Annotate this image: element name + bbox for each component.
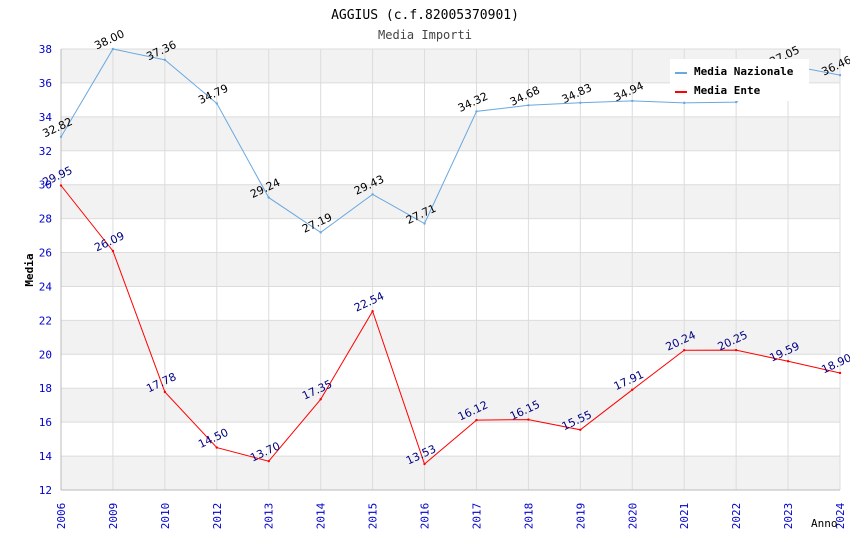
x-tick-label: 2017 [470, 503, 483, 530]
data-point [319, 231, 322, 234]
grid-band [61, 184, 840, 219]
x-tick-label: 2015 [367, 503, 380, 530]
data-point [267, 459, 270, 463]
y-tick-label: 38 [39, 43, 52, 56]
y-tick-label: 18 [39, 382, 52, 395]
x-tick-label: 2021 [678, 503, 691, 530]
x-tick-label: 2016 [419, 503, 432, 530]
data-point [371, 193, 374, 196]
data-point [267, 196, 270, 199]
data-point [423, 222, 426, 225]
y-tick-label: 36 [39, 77, 52, 90]
data-point [579, 101, 582, 104]
chart-title: AGGIUS (c.f.82005370901) [331, 8, 519, 23]
x-tick-label: 2024 [834, 502, 847, 529]
y-tick-label: 26 [39, 247, 52, 260]
chart-subtitle: Media Importi [378, 28, 472, 42]
data-point [734, 348, 738, 352]
x-tick-label: 2022 [730, 503, 743, 530]
data-point [838, 371, 842, 375]
grid-band [61, 388, 840, 423]
x-tick-label: 2023 [782, 503, 795, 530]
grid-band [61, 456, 840, 490]
x-tick-label: 2009 [107, 503, 120, 530]
data-point [475, 418, 478, 422]
data-point [163, 58, 167, 62]
data-point [475, 110, 478, 113]
y-tick-label: 22 [39, 314, 52, 327]
data-point [527, 418, 530, 421]
x-tick-label: 2014 [315, 502, 328, 529]
data-point [371, 310, 374, 313]
data-point [319, 398, 322, 401]
data-point [734, 100, 738, 104]
grid-bands [61, 49, 840, 490]
data-point [215, 102, 218, 105]
x-tick-label: 2020 [626, 503, 639, 530]
data-point [59, 184, 63, 187]
y-tick-label: 12 [39, 484, 52, 497]
data-point [59, 135, 63, 139]
x-tick-label: 2018 [522, 503, 535, 530]
x-tick-label: 2010 [159, 503, 172, 530]
x-tick-label: 2019 [574, 503, 587, 530]
x-tick-label: 2013 [263, 503, 276, 530]
data-point [631, 388, 634, 391]
data-point [215, 446, 218, 449]
grid-band [61, 320, 840, 355]
x-tick-label: 2012 [211, 503, 224, 530]
legend-box [670, 59, 809, 101]
y-tick-label: 34 [39, 111, 53, 124]
y-tick-label: 14 [39, 450, 53, 463]
x-axis-label: Anno [811, 517, 838, 530]
y-tick-label: 28 [39, 213, 52, 226]
data-point [527, 104, 530, 107]
legend-label-nazionale: Media Nazionale [694, 65, 794, 78]
legend: Media Nazionale Media Ente [670, 59, 809, 101]
y-tick-label: 20 [39, 348, 52, 361]
data-point [163, 390, 167, 394]
data-point [579, 428, 582, 431]
y-axis-label: Media [23, 253, 36, 286]
y-tick-label: 16 [39, 416, 52, 429]
grid-band [61, 252, 840, 287]
y-tick-label: 24 [39, 280, 53, 293]
data-point [683, 349, 686, 352]
x-axis-ticks: 2006 2009 2010 2012 2013 2014 2015 2016 2017 2018… [55, 502, 847, 529]
data-point [111, 249, 115, 253]
data-point [838, 73, 842, 77]
y-tick-label: 30 [39, 179, 52, 192]
y-axis-ticks: 12 14 16 18 20 22 24 26 28 30 32 34 36 38 [39, 43, 53, 497]
series-line-nazionale [60, 48, 841, 234]
data-point [631, 99, 634, 103]
data-point [111, 47, 115, 51]
gridlines [60, 48, 841, 491]
x-tick-label: 2006 [55, 503, 68, 530]
series-lines [59, 47, 842, 466]
legend-label-ente: Media Ente [694, 84, 761, 97]
data-point [423, 462, 426, 466]
grid-band [61, 116, 840, 151]
series-line-ente [60, 185, 841, 465]
data-point [786, 360, 790, 363]
data-point [683, 101, 686, 105]
y-tick-label: 32 [39, 145, 52, 158]
